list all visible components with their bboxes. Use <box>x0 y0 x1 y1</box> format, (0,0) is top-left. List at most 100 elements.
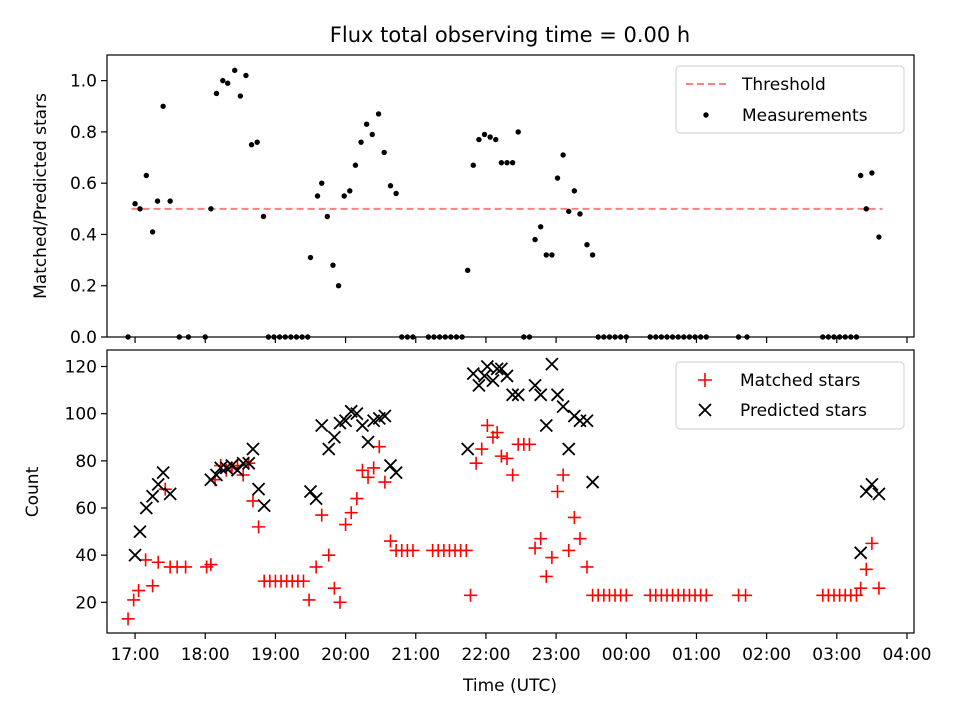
predicted-star-point <box>361 435 375 449</box>
measurement-point <box>498 159 505 166</box>
x-tick-label: 18:00 <box>181 645 230 665</box>
measurement-point <box>487 134 493 140</box>
matched-star-point <box>151 555 165 569</box>
matched-star-point <box>361 470 375 484</box>
matched-star-point <box>475 442 489 456</box>
measurement-point <box>863 206 869 212</box>
predicted-star-point <box>539 418 553 433</box>
matched-star-point <box>406 543 420 557</box>
top-legend-box <box>675 65 905 134</box>
measurement-point <box>224 80 231 86</box>
predicted-star-point <box>545 357 559 371</box>
top-panel: 0.0 0.2 0.4 0.6 0.8 1.0 Matched/Predicted sta… <box>31 54 915 348</box>
measurement-point <box>324 213 331 220</box>
top-plot-area <box>125 67 883 340</box>
matched-star-point <box>556 468 570 482</box>
measurement-point <box>589 252 596 258</box>
matched-star-point <box>739 588 753 602</box>
top-y-axis: 0.0 0.2 0.4 0.6 0.8 1.0 <box>70 72 107 348</box>
matched-star-point <box>539 569 553 583</box>
predicted-star-point <box>580 414 594 428</box>
predicted-star-point <box>859 484 873 499</box>
measurement-point <box>232 67 238 74</box>
x-tick-label: 21:00 <box>391 645 440 665</box>
top-y-tick-label: 0.4 <box>70 225 97 245</box>
matched-star-point <box>872 581 886 595</box>
x-tick-label: 17:00 <box>111 645 160 665</box>
measurement-point <box>358 139 364 145</box>
measurement-point <box>363 121 370 127</box>
measurement-point <box>335 283 342 289</box>
measurement-point <box>387 183 394 189</box>
matched-star-point <box>121 612 135 626</box>
legend-label-predicted: Predicted stars <box>740 401 867 421</box>
measurement-point <box>476 136 482 143</box>
measurement-point <box>515 129 521 135</box>
measurement-point <box>554 175 561 181</box>
predicted-star-point <box>163 487 177 501</box>
matched-star-point <box>296 574 310 588</box>
measurement-point <box>330 262 336 268</box>
matched-star-point <box>500 451 514 465</box>
matched-star-point <box>528 541 542 555</box>
predicted-star-point <box>511 388 525 402</box>
matched-star-point <box>506 468 520 482</box>
predicted-star-point <box>309 491 323 506</box>
predicted-star-point <box>378 409 392 423</box>
x-axis-label: Time (UTC) <box>462 676 557 696</box>
predicted-star-point <box>505 388 520 402</box>
matched-star-point <box>132 584 146 598</box>
measurement-point <box>543 252 549 258</box>
top-legend: Threshold Measurements <box>675 65 905 134</box>
top-y-tick-label: 0.0 <box>70 328 97 348</box>
measurement-point <box>577 211 583 217</box>
predicted-star-point <box>472 378 486 393</box>
bottom-y-axis: 20 40 60 80 100 120 <box>65 358 107 613</box>
matched-star-point <box>327 581 341 595</box>
top-y-tick-label: 0.6 <box>70 174 97 194</box>
predicted-star-point <box>246 442 260 456</box>
x-tick-label: 01:00 <box>672 645 721 665</box>
top-y-tick-label: 0.8 <box>70 123 97 143</box>
x-tick-label: 03:00 <box>812 645 861 665</box>
measurement-point <box>537 224 544 230</box>
top-y-tick-label: 1.0 <box>70 72 97 92</box>
x-tick-label: 20:00 <box>321 645 370 665</box>
legend-label-threshold: Threshold <box>741 75 826 95</box>
matched-star-point <box>534 532 548 546</box>
predicted-star-point <box>327 430 341 444</box>
matched-star-point <box>384 534 398 548</box>
measurement-point <box>369 131 375 138</box>
matched-star-point <box>204 558 218 572</box>
predicted-star-point <box>257 499 271 513</box>
measurement-point <box>876 234 882 240</box>
measurement-point <box>220 77 226 84</box>
matched-star-point <box>865 536 879 550</box>
matched-star-point <box>344 506 358 520</box>
predicted-star-point <box>486 374 500 388</box>
matched-star-point <box>567 510 581 524</box>
matched-star-point <box>854 581 868 595</box>
measurement-point <box>857 172 864 179</box>
predicted-star-point <box>139 501 153 515</box>
measurement-point <box>260 213 267 220</box>
predicted-star-point <box>865 477 879 492</box>
matched-star-point <box>246 494 260 508</box>
predicted-star-point <box>156 465 170 480</box>
matched-star-point <box>378 475 392 489</box>
predicted-star-point <box>251 482 266 496</box>
bottom-y-tick-label: 40 <box>75 546 97 566</box>
predicted-star-point <box>872 487 886 501</box>
matched-star-point <box>469 456 483 470</box>
matched-star-point <box>179 560 193 574</box>
measurement-point <box>341 193 347 199</box>
measurement-point <box>393 190 399 197</box>
predicted-star-point <box>338 414 353 428</box>
matched-star-point <box>355 463 369 477</box>
matched-star-point <box>699 588 713 602</box>
matched-star-point <box>849 588 863 602</box>
measurement-point <box>160 103 166 109</box>
predicted-star-point <box>461 442 475 456</box>
measurement-point <box>307 254 314 261</box>
